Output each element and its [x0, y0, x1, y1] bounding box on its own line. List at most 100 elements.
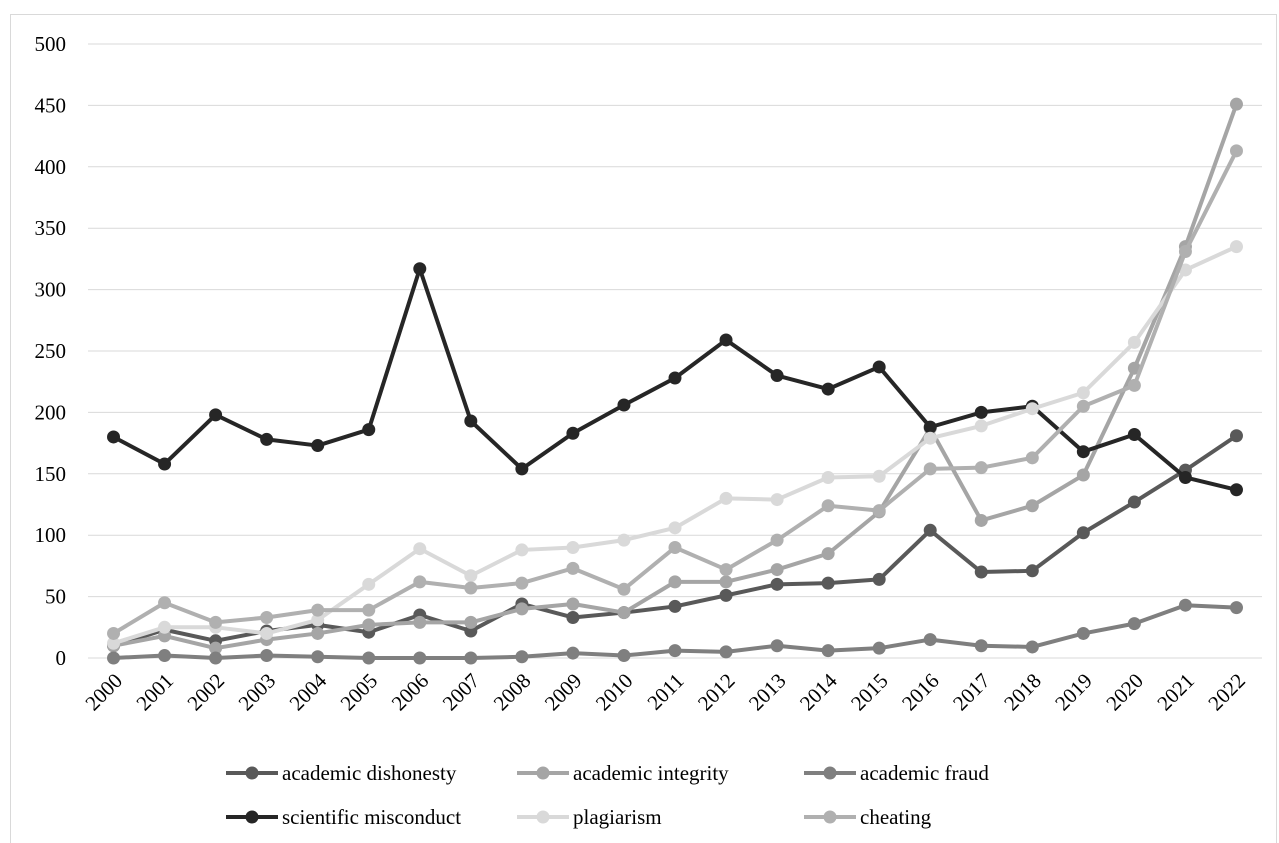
series-cheating — [107, 144, 1243, 640]
data-point — [668, 540, 682, 554]
data-point — [362, 577, 376, 591]
legend-label: academic integrity — [573, 761, 729, 785]
x-tick-label: 2016 — [897, 669, 944, 716]
data-point — [719, 645, 733, 659]
data-point — [617, 582, 631, 596]
x-tick-label: 2000 — [80, 669, 127, 716]
data-point — [515, 576, 529, 590]
y-tick-label: 100 — [35, 523, 67, 547]
data-point — [668, 575, 682, 589]
series-academic-fraud — [107, 598, 1243, 665]
data-point — [1229, 601, 1243, 615]
data-point — [821, 499, 835, 513]
data-point — [923, 420, 937, 434]
data-point — [464, 569, 478, 583]
data-point — [974, 461, 988, 475]
x-tick-label: 2008 — [489, 669, 536, 716]
y-tick-label: 350 — [35, 216, 67, 240]
data-point — [1178, 598, 1192, 612]
data-point — [362, 603, 376, 617]
data-point — [719, 575, 733, 589]
data-point — [158, 620, 172, 634]
gridlines — [88, 43, 1262, 659]
data-point — [1076, 399, 1090, 413]
legend: academic dishonesty academic integrity aca… — [226, 761, 989, 829]
x-tick-label: 2021 — [1152, 669, 1199, 716]
y-tick-label: 500 — [35, 32, 67, 56]
data-point — [821, 644, 835, 658]
data-point — [617, 649, 631, 663]
x-tick-label: 2017 — [948, 669, 995, 716]
data-point — [872, 504, 886, 518]
legend-label: cheating — [860, 805, 932, 829]
data-point — [362, 423, 376, 437]
data-point — [719, 333, 733, 347]
data-point — [1127, 335, 1141, 349]
data-point — [821, 470, 835, 484]
chart-frame — [10, 14, 1277, 843]
data-point — [107, 636, 121, 650]
legend-swatch-marker — [536, 810, 550, 824]
data-point — [668, 371, 682, 385]
legend-label: scientific misconduct — [282, 805, 461, 829]
data-point — [209, 651, 223, 665]
x-tick-label: 2003 — [234, 669, 281, 716]
data-point — [464, 581, 478, 595]
x-tick-label: 2006 — [387, 669, 434, 716]
data-point — [362, 618, 376, 632]
data-point — [413, 262, 427, 276]
data-point — [872, 572, 886, 586]
data-point — [260, 626, 274, 640]
x-tick-label: 2013 — [744, 669, 791, 716]
legend-item: academic integrity — [517, 761, 729, 785]
data-point — [821, 576, 835, 590]
data-point — [719, 588, 733, 602]
x-tick-label: 2015 — [846, 669, 893, 716]
data-point — [770, 563, 784, 577]
x-tick-label: 2005 — [336, 669, 383, 716]
legend-label: plagiarism — [573, 805, 662, 829]
x-tick-label: 2001 — [131, 669, 178, 716]
x-tick-label: 2012 — [693, 669, 740, 716]
data-point — [464, 651, 478, 665]
data-point — [1127, 495, 1141, 509]
data-point — [974, 565, 988, 579]
data-point — [1178, 470, 1192, 484]
data-point — [1076, 386, 1090, 400]
data-point — [821, 547, 835, 561]
data-point — [872, 469, 886, 483]
legend-item: plagiarism — [517, 805, 662, 829]
legend-swatch-marker — [245, 766, 259, 780]
data-point — [515, 602, 529, 616]
y-tick-label: 400 — [35, 155, 67, 179]
data-point — [260, 649, 274, 663]
data-point — [770, 533, 784, 547]
data-point — [566, 561, 580, 575]
data-point — [1178, 245, 1192, 259]
x-tick-label: 2014 — [795, 668, 842, 715]
legend-label: academic dishonesty — [282, 761, 457, 785]
data-point — [923, 431, 937, 445]
data-point — [770, 639, 784, 653]
x-tick-label: 2004 — [285, 668, 332, 715]
data-point — [1229, 483, 1243, 497]
data-point — [1025, 564, 1039, 578]
data-point — [209, 615, 223, 629]
data-point — [311, 613, 325, 627]
data-point — [1127, 428, 1141, 442]
data-point — [719, 563, 733, 577]
data-point — [311, 626, 325, 640]
x-axis-ticks: 2000 2001 2002 2003 2004 2005 2006 2007 2008 2009… — [80, 668, 1250, 715]
data-point — [464, 615, 478, 629]
x-tick-label: 2022 — [1203, 669, 1250, 716]
data-point — [1076, 445, 1090, 459]
data-point — [719, 491, 733, 505]
data-point — [413, 575, 427, 589]
data-point — [107, 626, 121, 640]
data-point — [1229, 240, 1243, 254]
data-point — [617, 533, 631, 547]
data-point — [770, 577, 784, 591]
data-point — [770, 493, 784, 507]
data-point — [617, 398, 631, 412]
